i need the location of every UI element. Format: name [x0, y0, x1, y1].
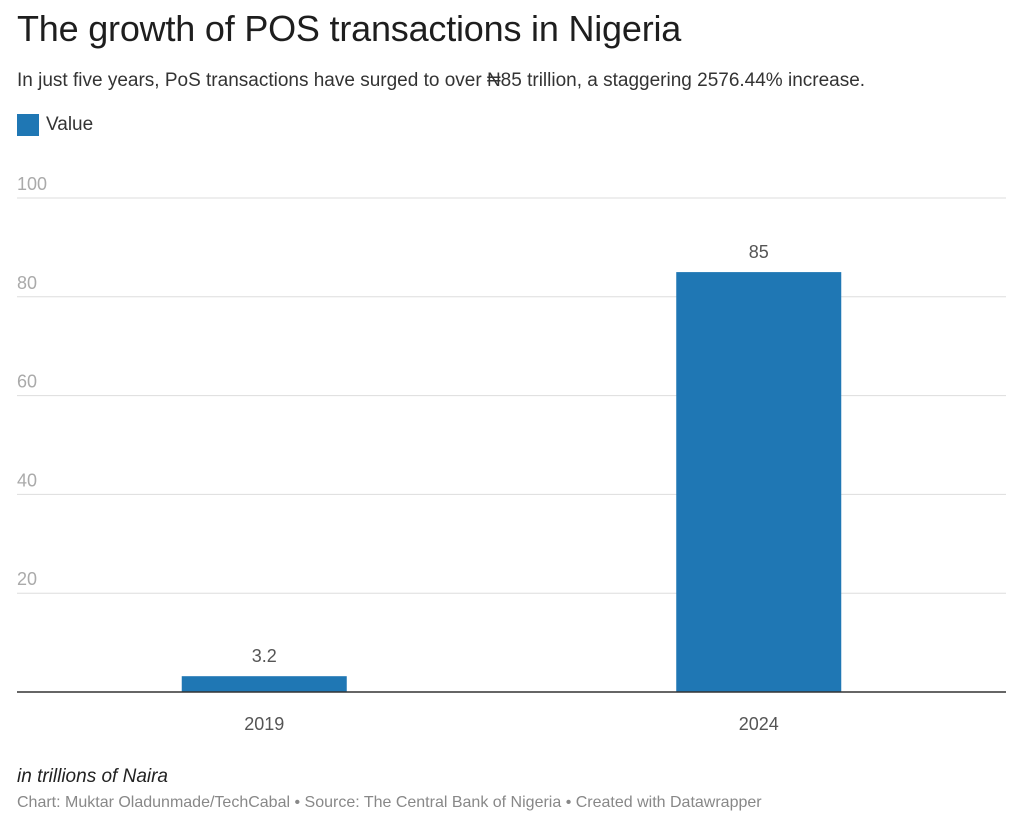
x-tick-label: 2019: [244, 714, 284, 734]
chart-notes: in trillions of Naira: [17, 766, 168, 787]
chart-footer: Chart: Muktar Oladunmade/TechCabal • Sou…: [17, 794, 762, 811]
y-tick-label: 80: [17, 273, 37, 293]
bar-chart: 20 40 60 80 100 3.2 2019 85 2024: [17, 174, 1006, 734]
y-tick-label: 100: [17, 174, 47, 194]
bar: [676, 272, 842, 692]
legend-label: Value: [46, 114, 94, 135]
chart-subtitle: In just five years, PoS transactions hav…: [17, 70, 866, 91]
legend-swatch: [17, 114, 39, 136]
x-tick-label: 2024: [739, 714, 779, 734]
y-tick-label: 40: [17, 470, 37, 490]
bar-value-label: 85: [749, 242, 769, 262]
bar-value-label: 3.2: [252, 646, 277, 666]
legend: Value: [17, 114, 93, 136]
chart-title: The growth of POS transactions in Nigeri…: [17, 8, 682, 49]
bar: [181, 676, 347, 692]
y-tick-label: 20: [17, 569, 37, 589]
y-tick-label: 60: [17, 372, 37, 392]
